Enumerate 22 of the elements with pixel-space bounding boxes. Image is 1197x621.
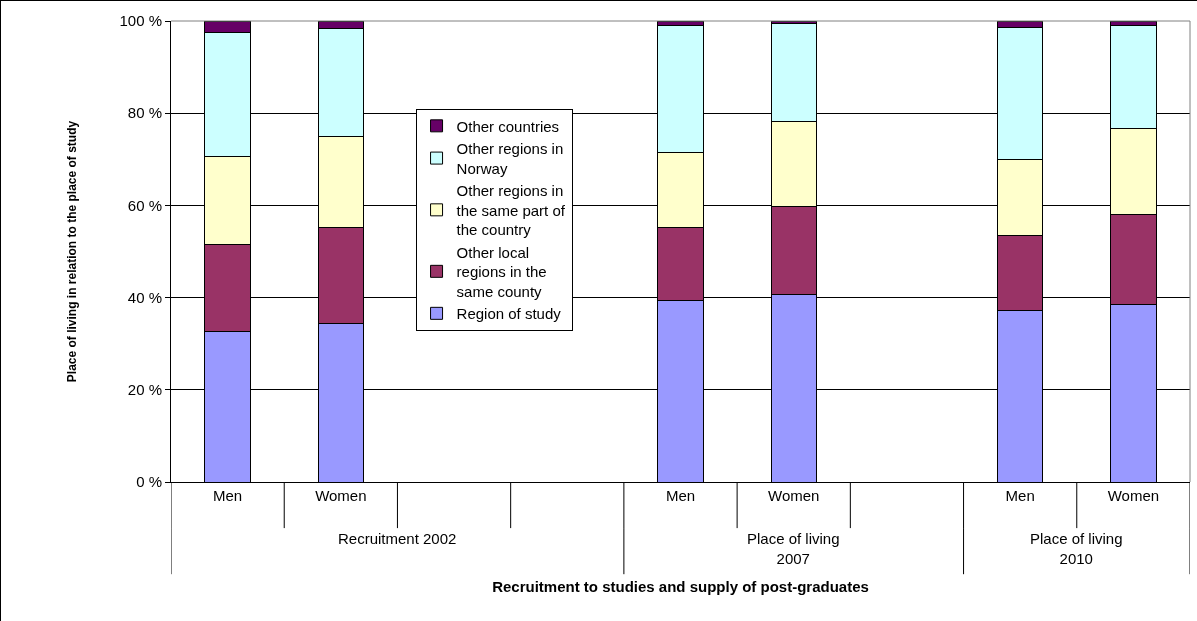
legend-label: Other local regions in the same county [456, 243, 547, 300]
x-axis-title: Recruitment to studies and supply of post-graduates [492, 578, 869, 595]
y-tick-label: 80 % [127, 104, 162, 122]
legend-label: Other regions in Norway [456, 140, 564, 177]
legend-label: Other regions in the same part of the country [456, 182, 566, 239]
x-tick-label: Women [768, 487, 820, 504]
y-axis-title: Place of living in relation to the place of study [64, 120, 79, 383]
x-tick-label: Women [1107, 487, 1160, 504]
x-tick-label: Women [315, 487, 367, 504]
y-tick-label: 0 % [136, 473, 162, 491]
y-tick-label: 100 % [119, 12, 162, 30]
x-tick-label: Men [1005, 487, 1035, 504]
y-tick-label: 60 % [127, 196, 162, 214]
legend-label: Other countries [456, 117, 560, 135]
y-tick-label: 20 % [127, 381, 162, 399]
text: Recruitment 2002 [338, 530, 457, 547]
y-tick-label: 40 % [127, 288, 162, 306]
legend-label: Region of study [456, 305, 562, 323]
x-tick-label: Men [213, 487, 243, 504]
text: Place of living 2010 [1030, 530, 1123, 567]
text: Place of living 2007 [747, 530, 840, 567]
x-tick-label: Men [665, 487, 696, 504]
